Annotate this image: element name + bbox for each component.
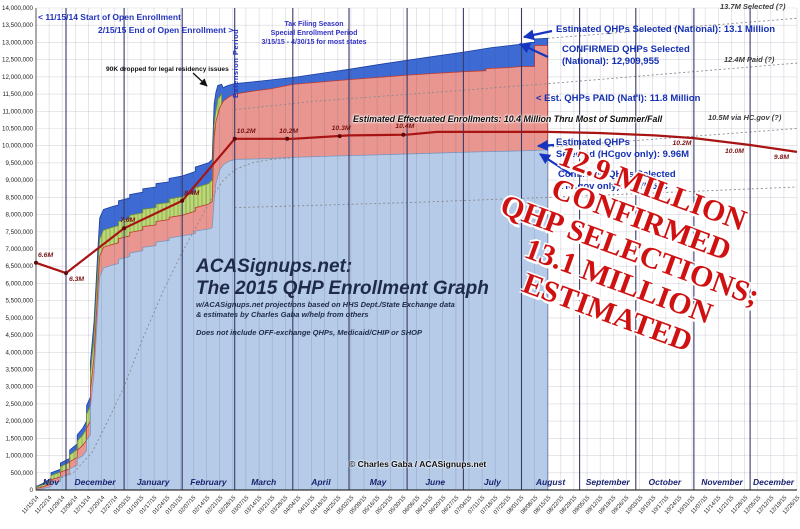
month-label: Nov [42, 477, 60, 487]
tax-filing-season-note: Tax Filing Season Special Enrollment Per… [252, 20, 376, 47]
svg-text:4,000,000: 4,000,000 [5, 349, 33, 356]
svg-text:7,500,000: 7,500,000 [5, 229, 33, 236]
effectuated-enrollments-label: Estimated Effectuated Enrollments: 10.4 … [353, 114, 663, 124]
svg-text:11,500,000: 11,500,000 [2, 91, 33, 98]
month-label: August [535, 477, 566, 487]
effectuated-line [35, 130, 798, 275]
svg-text:2,000,000: 2,000,000 [5, 418, 33, 425]
month-label: November [701, 477, 743, 487]
site-title: ACASignups.net: [196, 256, 353, 277]
chart-title: The 2015 QHP Enrollment Graph [196, 277, 489, 299]
copyright-notice: © Charles Gaba / ACASignups.net [349, 459, 487, 469]
month-label: October [648, 477, 682, 487]
effectuated-value-label: 9.8M [773, 154, 789, 162]
projection-hcgov-label: 10.5M via HC.gov (?) [708, 113, 782, 122]
svg-text:11,000,000: 11,000,000 [2, 108, 33, 115]
month-label: February [190, 477, 227, 487]
90k-dropped-note: 90K dropped for legal residency issues [106, 66, 229, 73]
svg-text:10,500,000: 10,500,000 [2, 126, 34, 133]
svg-text:9,000,000: 9,000,000 [5, 177, 33, 184]
month-label: December [753, 477, 795, 487]
effectuated-value-label: 10.0M [725, 147, 744, 155]
svg-text:12,000,000: 12,000,000 [2, 74, 34, 81]
svg-text:8,000,000: 8,000,000 [5, 212, 33, 219]
projection-selected [547, 17, 798, 39]
svg-text:3,500,000: 3,500,000 [5, 367, 33, 374]
effectuated-value-label: 7.6M [120, 217, 136, 225]
svg-text:7,000,000: 7,000,000 [5, 246, 33, 253]
projection-hcgov [547, 128, 798, 148]
effectuated-value-label: 10.3M [331, 125, 351, 133]
month-label: July [483, 477, 501, 487]
svg-text:1,500,000: 1,500,000 [5, 435, 33, 442]
month-label: December [74, 477, 116, 487]
projection-paid-hcgov [234, 186, 798, 209]
projection-selected-label: 13.7M Selected (?) [720, 2, 786, 11]
svg-text:6,000,000: 6,000,000 [5, 280, 33, 287]
effectuated-value-label: 6.6M [38, 251, 54, 259]
confirmed-hcgov-line2: (HC.gov only): 9,875,518 [558, 180, 668, 192]
estimated-national-label: Estimated QHPs Selected (National): 13.1… [556, 24, 776, 35]
projection-paid-label: 12.4M Paid (?) [724, 55, 775, 64]
svg-text:3,000,000: 3,000,000 [5, 384, 33, 391]
svg-text:5,500,000: 5,500,000 [5, 298, 33, 305]
effectuated-value-label: 6.3M [68, 276, 85, 284]
effectuated-value-label: 10.4M [395, 122, 415, 130]
month-label: January [136, 477, 170, 487]
estimated-hcgov-label: Estimated QHPs Selected (HCgov only): 9.… [556, 137, 689, 161]
effectuated-value-label: 10.2M [672, 140, 692, 148]
svg-text:6,500,000: 6,500,000 [5, 263, 33, 270]
month-label: March [251, 477, 277, 487]
month-label: May [369, 477, 387, 487]
svg-text:500,000: 500,000 [11, 470, 34, 477]
chart-title-block: ACASignups.net: The 2015 QHP Enrollment … [196, 256, 536, 337]
effectuated-value-label: 10.2M [279, 127, 299, 135]
svg-text:1,000,000: 1,000,000 [5, 453, 33, 460]
confirmed-hcgov-line1: Confirmed QHPs Selected [558, 169, 676, 180]
svg-text:0: 0 [30, 487, 34, 494]
effectuated-value-label: 8.4M [184, 189, 200, 197]
month-label: September [585, 477, 630, 487]
svg-text:4,500,000: 4,500,000 [5, 332, 33, 339]
estimated-hcgov-line1: Estimated QHPs [556, 137, 630, 148]
confirmed-national-line1: CONFIRMED QHPs Selected [562, 44, 690, 55]
svg-text:2,500,000: 2,500,000 [5, 401, 33, 408]
end-open-enrollment-note: 2/15/15 End of Open Enrollment > [98, 25, 234, 35]
svg-text:13,500,000: 13,500,000 [2, 22, 34, 29]
confirmed-hcgov-label: Confirmed QHPs Selected (HC.gov only): 9… [558, 169, 676, 193]
confirmed-hcgov-qhps-area [35, 149, 549, 491]
chart-subtitle-1: w/ACASignups.net projections based on HH… [196, 299, 455, 309]
estimated-paid-national-label: < Est. QHPs PAID (Nat'l): 11.8 Million [536, 93, 701, 104]
svg-text:9,500,000: 9,500,000 [5, 160, 33, 167]
extension-period-note: Extension Period [231, 28, 240, 98]
tax-note-line2: Special Enrollment Period [270, 30, 358, 38]
tax-note-line3: 3/15/15 - 4/30/15 for most states [261, 39, 367, 47]
tax-note-line1: Tax Filing Season [284, 21, 344, 28]
effectuated-value-label: 10.2M [236, 127, 256, 135]
chart-exclusion-note: Does not include OFF-exchange QHPs, Medi… [196, 327, 423, 337]
svg-text:12,500,000: 12,500,000 [2, 57, 34, 64]
estimated-hcgov-line2: Selected (HCgov only): 9.96M [556, 148, 690, 160]
month-label: April [311, 477, 331, 487]
svg-text:8,500,000: 8,500,000 [5, 194, 33, 201]
svg-text:13,000,000: 13,000,000 [2, 39, 34, 46]
confirmed-national-label: CONFIRMED QHPs Selected (National): 12,9… [562, 44, 690, 68]
projection-paid-national [234, 62, 798, 111]
svg-text:10,000,000: 10,000,000 [2, 143, 34, 150]
chart-subtitle-2: & estimates by Charles Gaba w/help from … [196, 309, 369, 319]
start-open-enrollment-note: < 11/15/14 Start of Open Enrollment [38, 12, 181, 22]
month-label: June [425, 477, 446, 487]
confirmed-national-line2: (National): 12,909,955 [562, 55, 660, 67]
svg-text:5,000,000: 5,000,000 [5, 315, 33, 322]
reference-curve-2014 [35, 157, 293, 489]
svg-text:14,000,000: 14,000,000 [2, 5, 34, 12]
